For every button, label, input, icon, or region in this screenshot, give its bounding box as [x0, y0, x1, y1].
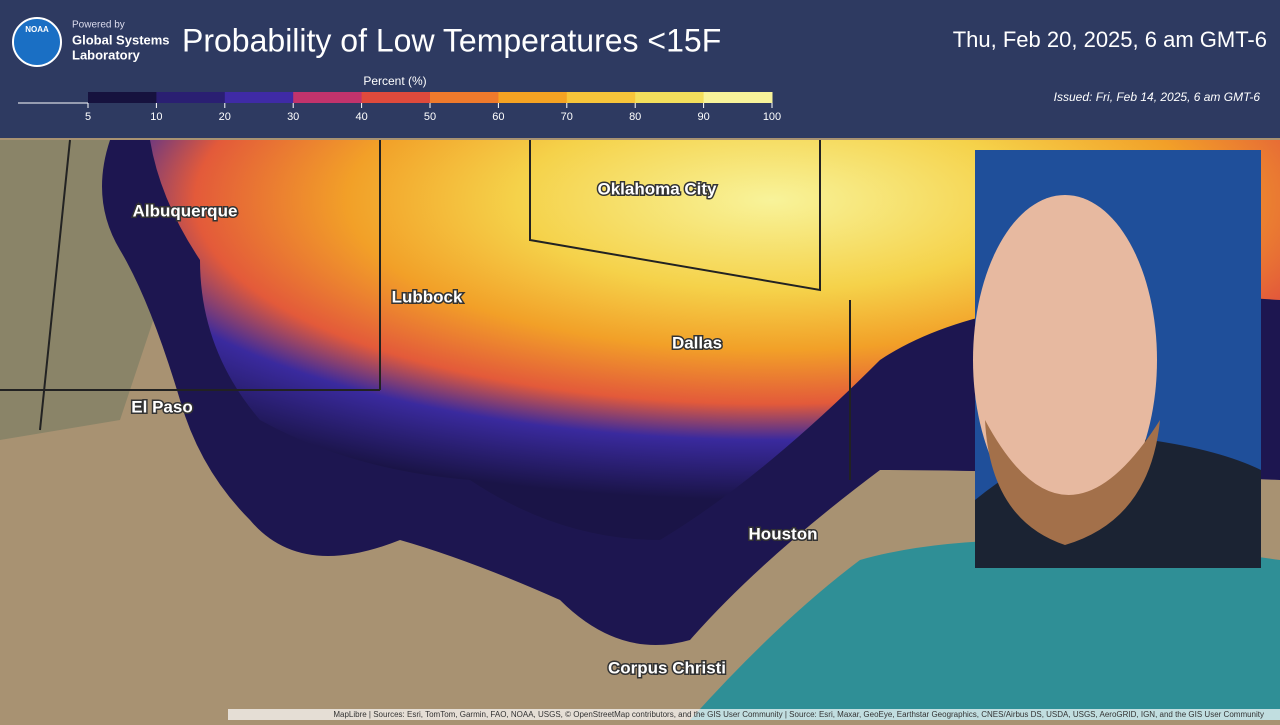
city-label: Oklahoma City [597, 179, 717, 198]
city-label: Dallas [672, 333, 722, 352]
logo-text: NOAA [25, 25, 49, 34]
issued-time: Issued: Fri, Feb 14, 2025, 6 am GMT-6 [1054, 90, 1261, 104]
legend-swatch [703, 92, 773, 103]
powered-by: Powered by [72, 20, 125, 31]
legend-tick-label: 30 [287, 111, 299, 123]
legend-swatch [156, 92, 226, 103]
city-label: El Paso [131, 397, 192, 416]
city-label: Albuquerque [133, 201, 238, 220]
state-borders [0, 139, 851, 480]
title: Probability of Low Temperatures <15F [182, 22, 721, 58]
legend-tick-label: 5 [85, 111, 91, 123]
legend-tick-label: 10 [150, 111, 162, 123]
noaa-logo [12, 17, 62, 67]
legend-tick-label: 40 [355, 111, 367, 123]
legend-tick-label: 80 [629, 111, 641, 123]
legend-title: Percent (%) [363, 74, 426, 88]
beard [985, 420, 1160, 545]
legend-tick-label: 70 [561, 111, 573, 123]
attribution-bg [228, 709, 1280, 720]
webcam-inset [973, 150, 1261, 568]
legend-tick-label: 50 [424, 111, 436, 123]
gulf [690, 540, 1280, 720]
city-label: Corpus Christi [608, 658, 726, 677]
city-label: Houston [749, 524, 818, 543]
face [973, 195, 1157, 525]
legend-tick-label: 60 [492, 111, 504, 123]
legend-swatch [430, 92, 499, 103]
valid-time: Thu, Feb 20, 2025, 6 am GMT-6 [953, 27, 1267, 52]
attribution: MapLibre | Sources: Esri, TomTom, Garmin… [333, 710, 1264, 719]
legend-tick-label: 90 [697, 111, 709, 123]
legend-tick-label: 20 [219, 111, 231, 123]
legend-swatch [635, 92, 705, 103]
legend: 5 10 20 30 40 50 60 70 80 90 100 [85, 92, 781, 123]
legend-tick-label: 100 [763, 111, 781, 123]
city-label: Lubbock [392, 287, 463, 306]
legend-swatch [224, 92, 294, 103]
legend-swatch [361, 92, 431, 103]
legend-swatch [498, 92, 568, 103]
org-name: Global Systems [72, 32, 170, 47]
legend-swatch [88, 92, 157, 103]
legend-swatch [566, 92, 636, 103]
legend-swatch [293, 92, 363, 103]
header-band [0, 0, 1280, 138]
org-name: Laboratory [72, 47, 141, 62]
